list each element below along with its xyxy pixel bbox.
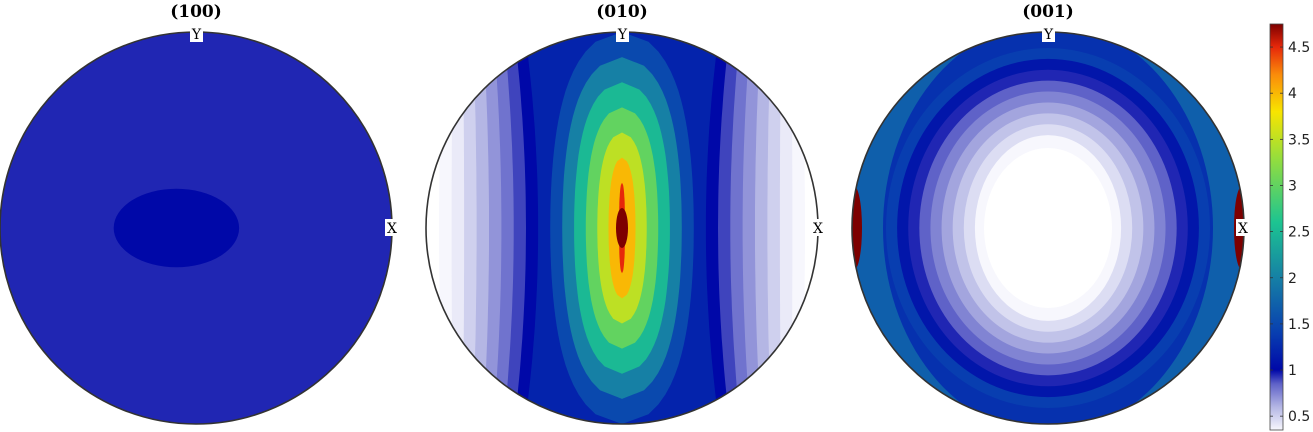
colorbar-tick-label: 4: [1288, 86, 1297, 102]
panel-title-100: (100): [170, 2, 222, 22]
panel-title-010: (010): [596, 2, 648, 22]
x-label-box-001: [1236, 219, 1250, 236]
contour-peak: [852, 186, 862, 270]
contour-region: [113, 188, 240, 268]
contour-layer-010: [426, 32, 818, 424]
colorbar: 0.5 1 1.5 2 2.5 3 3.5 4 4.5: [1269, 23, 1310, 431]
colorbar-tick-label: 1.5: [1288, 317, 1310, 333]
colorbar-tick-label: 0.5: [1288, 409, 1310, 425]
y-label-box-001: [1042, 25, 1055, 42]
colorbar-ticks: 0.5 1 1.5 2 2.5 3 3.5 4 4.5: [1270, 40, 1310, 425]
colorbar-tick-label: 4.5: [1288, 40, 1310, 56]
colorbar-tick-label: 2: [1288, 271, 1297, 287]
pole-figure-100: (100) Y X: [0, 2, 399, 425]
y-axis-label-100: Y: [191, 27, 202, 43]
x-axis-label-001: X: [1238, 221, 1248, 237]
x-label-box-010: [811, 219, 825, 236]
colorbar-gradient: [1269, 23, 1284, 431]
y-label-box-010: [616, 25, 629, 42]
contour-layer-001: [852, 32, 1244, 424]
y-axis-label-010: Y: [617, 27, 628, 43]
pole-figure-001: (001) Y X: [851, 2, 1250, 425]
colorbar-tick-label: 1: [1288, 363, 1297, 379]
x-label-box-100: [385, 219, 399, 236]
contour-peak: [616, 208, 628, 248]
colorbar-tick-label: 3: [1288, 178, 1297, 194]
y-axis-label-001: Y: [1043, 27, 1054, 43]
pole-figure-010: (010) Y X: [425, 2, 825, 425]
colorbar-tick-label: 3.5: [1288, 132, 1310, 148]
colorbar-tick-label: 2.5: [1288, 225, 1310, 241]
x-axis-label-010: X: [813, 221, 823, 237]
y-label-box-100: [190, 25, 203, 42]
x-axis-label-100: X: [387, 221, 397, 237]
contour-center: [984, 148, 1112, 308]
panel-title-001: (001): [1022, 2, 1074, 22]
contour-layer-100: [0, 32, 392, 424]
